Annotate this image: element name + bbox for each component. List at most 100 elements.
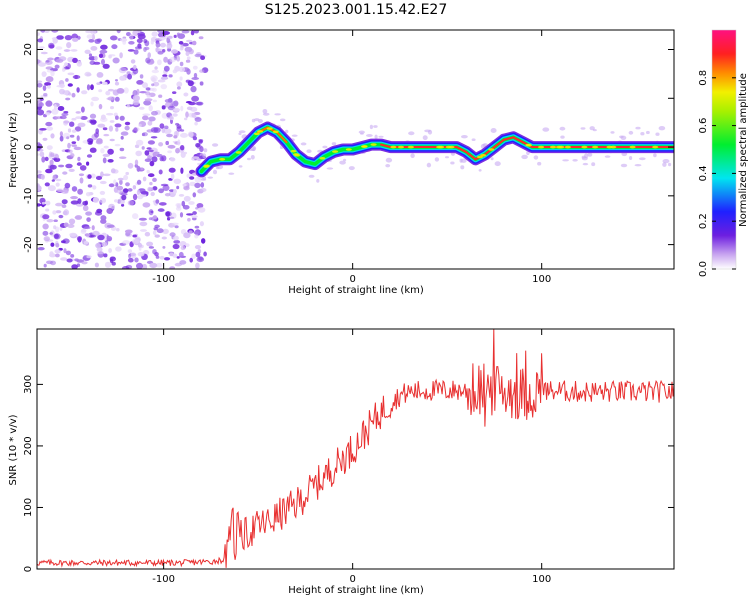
spectrogram-noise-blob xyxy=(122,240,131,245)
spectrogram-noise-blob xyxy=(169,232,176,237)
spectrogram-noise-blob xyxy=(87,138,94,144)
spectrogram-noise-blob xyxy=(71,129,77,133)
spectrogram-noise-blob xyxy=(114,123,122,128)
spectrogram-noise-blob xyxy=(135,150,142,157)
spectrogram-noise-blob xyxy=(37,153,40,156)
spectrogram-noise-blob xyxy=(85,30,94,34)
spectrogram-noise-blob xyxy=(54,64,60,69)
colorbar-tick-label: 0.8 xyxy=(698,70,709,86)
spectrogram-noise-blob xyxy=(164,125,169,130)
spectrogram-ridge-highlight xyxy=(253,132,260,136)
spectrogram-noise-blob xyxy=(42,214,50,220)
spectrogram-noise-blob xyxy=(143,100,152,106)
spectrogram-noise-blob xyxy=(176,55,181,62)
spectrogram-noise-blob xyxy=(83,255,87,259)
spectrogram-noise-blob xyxy=(103,173,111,177)
spectrogram-noise-blob xyxy=(112,57,120,64)
spectrogram-noise-blob xyxy=(75,116,82,119)
spectrogram-ridge-halo xyxy=(460,158,467,163)
spectrogram-ridge-halo xyxy=(628,130,634,135)
spectrogram-noise-blob xyxy=(182,183,187,187)
spectrogram-ridge-halo xyxy=(238,165,243,168)
spectrogram-noise-blob xyxy=(169,252,174,257)
spectrogram-noise-blob xyxy=(149,262,158,269)
spectrogram-noise-blob xyxy=(59,135,64,142)
spectrogram-noise-blob xyxy=(61,240,66,244)
spectrogram-y-axis-label: Frequency (Hz) xyxy=(8,112,19,188)
spectrogram-noise-blob xyxy=(152,99,157,103)
spectrogram-ridge-halo xyxy=(212,143,219,147)
spectrogram-noise-blob xyxy=(180,132,188,138)
spectrogram-ridge-halo xyxy=(331,142,337,146)
spectrogram-noise-blob xyxy=(53,233,61,240)
spectrogram-noise-blob xyxy=(50,242,55,247)
spectrogram-noise-blob xyxy=(59,131,64,137)
spectrogram-noise-blob xyxy=(46,126,54,131)
spectrogram-noise-blob xyxy=(188,48,194,55)
spectrogram-noise-blob xyxy=(37,32,40,36)
spectrogram-noise-blob xyxy=(65,250,71,256)
spectrogram-ridge-highlight xyxy=(538,145,545,149)
spectrogram-noise-blob xyxy=(61,204,67,208)
snr-series-line xyxy=(37,329,674,568)
spectrogram-noise-blob xyxy=(87,174,92,179)
spectrogram-noise-blob xyxy=(159,36,166,41)
spectrogram-ridge-halo xyxy=(306,149,312,153)
spectrogram-noise-blob xyxy=(132,100,140,106)
spectrogram-noise-blob xyxy=(103,145,109,149)
spectrogram-noise-blob xyxy=(148,149,154,153)
spectrogram-noise-blob xyxy=(142,202,151,208)
spectrogram-noise-blob xyxy=(147,173,155,178)
spectrogram-ridge-halo xyxy=(460,165,465,170)
spectrogram-noise-blob xyxy=(134,257,139,263)
spectrogram-noise-blob xyxy=(132,213,139,220)
spectrogram-noise-blob xyxy=(37,185,42,192)
spectrogram-ridge-halo xyxy=(322,145,328,149)
spectrogram-noise-blob xyxy=(196,101,204,106)
spectrogram-noise-blob xyxy=(100,171,104,178)
spectrogram-noise-blob xyxy=(179,61,184,67)
snr-plot-area xyxy=(37,329,674,569)
spectrogram-noise-blob xyxy=(173,34,177,39)
spectrogram-noise-blob xyxy=(84,49,91,54)
spectrogram-noise-blob xyxy=(99,190,106,195)
spectrogram-noise-blob xyxy=(196,203,204,209)
spectrogram-noise-blob xyxy=(41,201,46,205)
spectrogram-ridge-halo xyxy=(592,129,597,132)
spectrogram-noise-blob xyxy=(102,63,110,69)
spectrogram-noise-blob xyxy=(183,151,188,155)
spectrogram-noise-blob xyxy=(143,47,147,52)
spectrogram-noise-blob xyxy=(182,42,189,47)
spectrogram-noise-blob xyxy=(176,185,180,190)
spectrogram-noise-blob xyxy=(126,104,130,108)
spectrogram-noise-blob xyxy=(55,178,62,182)
spectrogram-noise-blob xyxy=(96,82,101,85)
spectrogram-noise-blob xyxy=(53,219,58,222)
spectrogram-noise-blob xyxy=(172,113,178,117)
spectrogram-noise-blob xyxy=(194,225,200,229)
spectrogram-noise-blob xyxy=(77,122,86,128)
spectrogram-noise-blob xyxy=(114,199,119,203)
spectrogram-noise-blob xyxy=(136,38,143,44)
spectrogram-ridge-halo xyxy=(279,118,286,122)
spectrogram-noise-blob xyxy=(43,236,50,242)
spectrogram-noise-blob xyxy=(108,54,116,57)
spectrogram-noise-blob xyxy=(172,91,177,94)
spectrogram-noise-blob xyxy=(151,156,158,163)
spectrogram-noise-blob xyxy=(111,44,118,50)
spectrogram-noise-blob xyxy=(55,46,63,50)
spectrogram-noise-blob xyxy=(121,203,125,207)
spectrogram-noise-blob xyxy=(127,257,134,263)
spectrogram-noise-blob xyxy=(191,156,200,159)
spectrogram-noise-blob xyxy=(125,182,130,187)
spectrogram-noise-blob xyxy=(64,62,68,66)
spectrogram-ridge-halo xyxy=(373,125,378,128)
colorbar: 0.0 0.2 0.4 0.6 0.8 Normalized spectral ampl… xyxy=(698,29,749,277)
spectrogram-noise-blob xyxy=(74,215,83,220)
spectrogram-ridge-halo xyxy=(668,162,672,167)
spectrogram-x-axis-label: Height of straight line (km) xyxy=(288,285,424,296)
spectrogram-noise-blob xyxy=(99,49,108,54)
snr-frame xyxy=(36,328,675,570)
spectrogram-ridge-halo xyxy=(490,157,494,161)
spectrogram-noise-blob xyxy=(192,136,197,141)
